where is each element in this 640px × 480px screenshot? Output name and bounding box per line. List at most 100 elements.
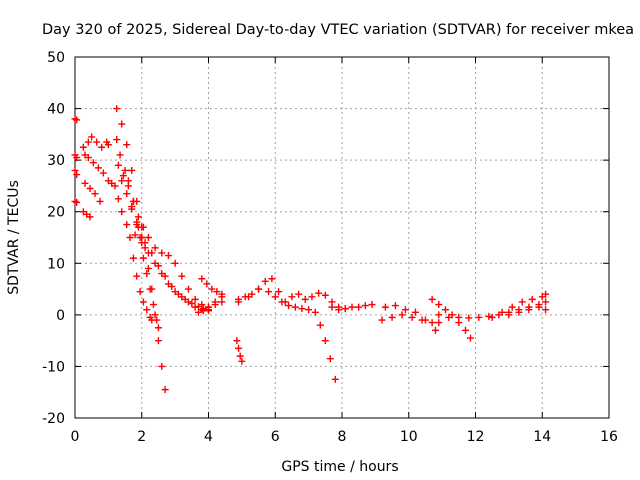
data-point	[401, 306, 409, 314]
data-point	[151, 259, 159, 267]
series-track-4	[71, 197, 81, 206]
data-point	[311, 308, 319, 316]
data-point	[398, 311, 406, 319]
data-point	[133, 221, 141, 229]
data-point	[199, 307, 207, 315]
data-point	[126, 234, 134, 241]
data-point	[518, 298, 526, 306]
data-point	[208, 285, 216, 293]
data-point	[305, 306, 313, 314]
data-point	[128, 166, 136, 174]
data-point	[348, 303, 356, 311]
data-point	[355, 303, 363, 311]
y-tick-label: -10	[42, 359, 65, 375]
y-tick-label: 0	[56, 308, 65, 324]
x-tick-label: 2	[137, 429, 146, 445]
data-point	[119, 172, 127, 180]
data-point	[151, 244, 159, 252]
data-point	[328, 303, 336, 311]
data-point	[81, 179, 89, 187]
data-point	[435, 319, 443, 327]
series-track-1	[71, 115, 81, 124]
series-track-9	[113, 105, 169, 394]
data-point	[295, 290, 303, 298]
data-point	[158, 362, 166, 370]
y-tick-label: 30	[47, 153, 65, 169]
data-point	[508, 303, 516, 311]
data-point	[542, 298, 550, 306]
data-point	[178, 293, 186, 301]
data-point	[285, 302, 293, 310]
data-point	[139, 223, 147, 231]
data-point	[321, 337, 329, 345]
data-point	[191, 303, 199, 311]
series-track-7	[81, 179, 104, 205]
series-track-17	[194, 298, 226, 316]
data-point	[542, 290, 550, 298]
x-tick-label: 10	[400, 429, 418, 445]
series-track-26	[488, 290, 550, 321]
data-point	[136, 288, 144, 296]
data-point	[308, 293, 316, 301]
data-point	[238, 357, 246, 365]
data-point	[73, 154, 81, 162]
data-point	[428, 295, 436, 303]
data-point	[158, 270, 166, 278]
data-point	[143, 306, 151, 314]
data-point	[275, 288, 283, 296]
series-track-21	[328, 301, 376, 314]
data-point	[84, 138, 92, 146]
data-point	[475, 313, 483, 321]
data-point	[203, 280, 211, 288]
data-point	[245, 293, 253, 301]
data-point	[525, 306, 533, 314]
data-point	[111, 182, 119, 190]
data-point	[144, 234, 152, 241]
data-point	[198, 275, 206, 283]
data-point	[89, 159, 97, 167]
data-point	[233, 337, 241, 345]
series-track-23	[381, 302, 439, 334]
data-point	[485, 312, 493, 320]
data-point	[158, 249, 166, 257]
y-tick-label: -20	[42, 411, 65, 427]
data-point	[235, 295, 243, 303]
data-point	[298, 305, 306, 313]
data-point	[408, 313, 416, 321]
data-point	[236, 352, 244, 360]
data-point	[164, 252, 172, 260]
data-point	[91, 190, 99, 198]
data-point	[71, 166, 79, 174]
data-point	[124, 182, 132, 190]
data-point	[171, 259, 179, 267]
data-point	[96, 197, 104, 205]
data-point	[154, 337, 162, 345]
data-point	[113, 136, 121, 144]
data-point	[184, 285, 192, 293]
data-point	[391, 302, 399, 310]
data-point	[121, 166, 129, 174]
data-point	[188, 300, 196, 308]
data-point	[73, 116, 81, 124]
data-point	[171, 288, 179, 296]
data-point	[178, 272, 186, 280]
data-point	[235, 344, 243, 352]
data-point	[431, 326, 439, 334]
data-point	[315, 289, 323, 297]
data-point	[205, 303, 212, 311]
x-tick-label: 8	[338, 429, 347, 445]
data-point	[288, 293, 296, 301]
data-point	[129, 254, 137, 262]
data-point	[118, 177, 126, 185]
data-point	[218, 298, 226, 306]
data-point	[211, 301, 219, 309]
data-point	[123, 141, 131, 149]
data-point	[461, 326, 469, 334]
data-point	[341, 305, 349, 313]
x-tick-label: 6	[271, 429, 280, 445]
x-tick-label: 12	[467, 429, 485, 445]
data-point	[278, 298, 286, 306]
y-tick-label: 20	[47, 205, 65, 221]
x-tick-label: 16	[600, 429, 618, 445]
